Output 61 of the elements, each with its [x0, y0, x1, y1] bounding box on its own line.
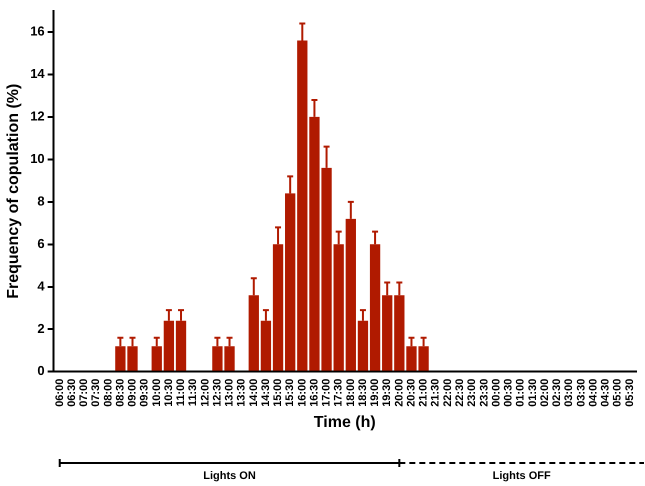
x-tick-label: 05:00 — [612, 378, 624, 407]
x-tick-label: 23:30 — [478, 378, 490, 407]
x-tick-label: 02:30 — [551, 378, 564, 407]
x-tick-label: 16:00 — [296, 378, 308, 407]
x-tick-label: 04:30 — [600, 378, 612, 407]
x-tick-label: 17:00 — [320, 378, 333, 407]
x-tick-label: 19:00 — [369, 378, 382, 407]
x-tick-label: 04:00 — [587, 378, 600, 407]
x-tick-label: 07:30 — [90, 378, 102, 407]
y-axis-title: Frequency of copulation (%) — [5, 84, 22, 299]
x-tick-label: 01:30 — [526, 378, 539, 407]
x-tick-label: 15:30 — [284, 378, 296, 407]
x-tick-label: 15:00 — [272, 378, 284, 407]
x-tick-label: 19:30 — [381, 378, 394, 407]
x-tick-label: 07:00 — [78, 378, 90, 407]
y-tick-label: 12 — [30, 108, 45, 124]
x-tick-label: 08:30 — [114, 378, 126, 407]
x-tick-label: 21:30 — [430, 378, 442, 407]
x-tick-label: 22:00 — [442, 378, 454, 407]
x-tick-label: 20:00 — [393, 378, 406, 407]
y-tick-label: 16 — [30, 24, 45, 39]
x-tick-label: 11:30 — [187, 378, 200, 406]
x-tick-label: 18:30 — [356, 378, 369, 407]
x-tick-label: 06:30 — [66, 378, 78, 407]
x-tick-label: 01:00 — [514, 378, 527, 407]
x-tick-label: 06:00 — [54, 378, 66, 407]
x-tick-label: 20:30 — [405, 378, 418, 407]
x-tick-label: 16:30 — [308, 378, 320, 407]
y-tick-label: 10 — [30, 150, 45, 166]
x-tick-label: 00:00 — [490, 378, 502, 407]
text: Lights ON — [203, 470, 256, 482]
x-tick-label: 08:00 — [102, 378, 114, 407]
y-tick-label: 8 — [37, 193, 45, 208]
x-tick-label: 12:00 — [199, 378, 212, 407]
x-tick-label: 12:30 — [211, 378, 224, 407]
x-tick-label: 00:30 — [502, 378, 515, 407]
y-tick-label: 2 — [37, 320, 45, 336]
x-tick-label: 02:00 — [538, 378, 551, 407]
x-tick-label: 05:30 — [624, 378, 636, 407]
x-tick-label: 03:30 — [575, 378, 588, 407]
y-tick-label: 6 — [37, 236, 45, 251]
x-axis-title: Time (h) — [314, 414, 376, 431]
x-tick-label: 17:30 — [332, 378, 345, 407]
x-tick-label: 18:00 — [344, 378, 357, 407]
x-tick-label: 03:00 — [563, 378, 576, 407]
x-tick-label: 21:00 — [418, 378, 430, 407]
x-tick-label: 09:00 — [126, 378, 139, 407]
x-tick-label: 14:30 — [260, 378, 272, 407]
y-tick-label: 0 — [37, 363, 45, 378]
x-tick-label: 23:00 — [466, 378, 478, 407]
x-tick-label: 22:30 — [454, 378, 466, 407]
x-tick-label: 10:30 — [162, 378, 175, 407]
x-tick-label: 13:00 — [224, 378, 236, 407]
x-tick-label: 09:30 — [138, 378, 151, 407]
x-tick-label: 14:00 — [248, 378, 260, 407]
x-tick-label: 13:30 — [236, 378, 248, 407]
y-tick-label: 4 — [37, 278, 46, 294]
y-tick-label: 14 — [30, 66, 46, 82]
text: Lights OFF — [492, 470, 551, 482]
x-tick-label: 11:00 — [175, 378, 188, 406]
x-tick-label: 10:00 — [150, 378, 163, 407]
